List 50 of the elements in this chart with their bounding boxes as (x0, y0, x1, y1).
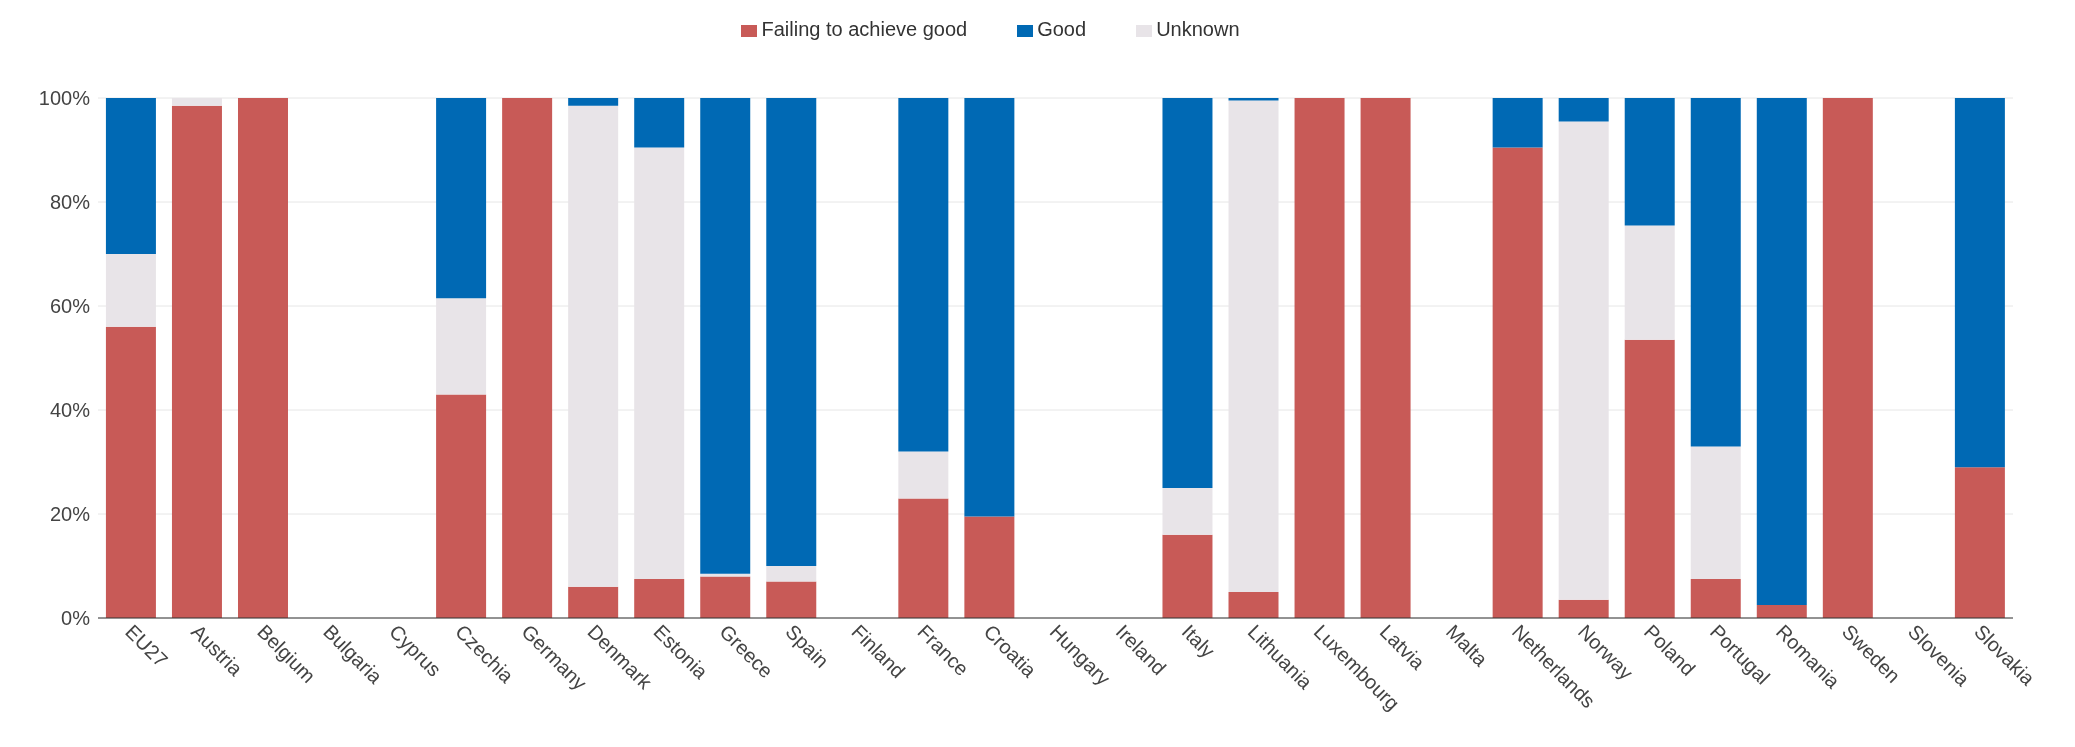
bar (1492, 147, 1543, 618)
bar (766, 581, 817, 618)
bar (898, 498, 949, 618)
bar (1558, 599, 1609, 618)
bar (1228, 98, 1279, 101)
bar (105, 98, 156, 254)
bar (568, 98, 619, 106)
bar (1756, 605, 1807, 618)
bar (1228, 592, 1279, 618)
bar (105, 326, 156, 618)
bar (1954, 98, 2005, 468)
legend-label: Good (1037, 18, 1087, 40)
y-tick-label: 80% (49, 191, 91, 214)
bar (1360, 98, 1411, 618)
y-tick-label: 20% (49, 503, 91, 526)
bar (766, 98, 817, 566)
bar (1558, 98, 1609, 122)
y-tick-label: 100% (38, 87, 91, 110)
bar (1162, 534, 1213, 618)
bar (1624, 339, 1675, 618)
bar (1162, 98, 1213, 488)
bar (436, 394, 487, 618)
bar (964, 98, 1015, 517)
bar (1624, 98, 1675, 226)
bar (1954, 467, 2005, 618)
bar (1690, 98, 1741, 447)
bar (237, 98, 288, 618)
legend-label: Failing to achieve good (761, 18, 968, 40)
y-tick-label: 0% (61, 607, 91, 630)
y-tick-label: 40% (49, 399, 91, 422)
bar (171, 105, 222, 618)
bar (1690, 579, 1741, 618)
bar (1822, 98, 1873, 618)
bar (1492, 98, 1543, 148)
bar (502, 98, 553, 618)
bar (898, 451, 949, 499)
y-tick-label: 60% (49, 295, 91, 318)
bar (898, 98, 949, 452)
x-tick-label: Italy (1177, 620, 1220, 662)
bar (700, 98, 751, 574)
bar (964, 516, 1015, 618)
bar (1756, 98, 1807, 605)
bar (700, 576, 751, 618)
bar (568, 586, 619, 618)
bar (436, 98, 487, 299)
legend-label: Unknown (1156, 18, 1240, 40)
bar (766, 566, 817, 582)
bar (634, 98, 685, 148)
bar (1294, 98, 1345, 618)
bar (634, 579, 685, 618)
